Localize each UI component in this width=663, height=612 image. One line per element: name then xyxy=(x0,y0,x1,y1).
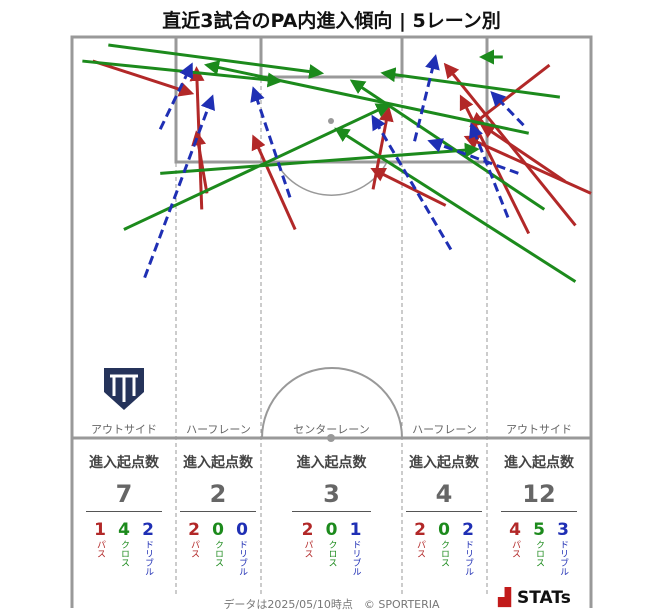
pass-label: パス xyxy=(189,540,199,558)
dribble-arrow xyxy=(158,62,193,130)
chart-title: 直近3試合のPA内進入傾向 | 5レーン別 xyxy=(162,10,501,32)
pass-label: パス xyxy=(510,540,520,558)
cross-label: クロス xyxy=(326,540,337,567)
lane-label-center: センターレーン xyxy=(293,423,370,436)
cross-count: 5 xyxy=(533,520,545,540)
dribble-arrow xyxy=(469,122,510,218)
stats-half-left: 進入起点数 2 2 パス 0 クロス 0 ドリブル xyxy=(180,452,256,576)
pass-label: パス xyxy=(302,540,313,558)
pass-label: パス xyxy=(415,540,425,558)
stat-total: 3 xyxy=(292,480,371,512)
cross-count: 0 xyxy=(212,520,224,540)
pass-count: 1 xyxy=(94,520,106,540)
penalty-arc xyxy=(275,161,388,196)
dribble-count: 1 xyxy=(349,520,362,540)
dribble-label: ドリブル xyxy=(558,540,568,576)
pass-arrow xyxy=(251,134,297,231)
brand-logo: ▟ STATs xyxy=(498,588,571,608)
center-circle xyxy=(261,367,403,439)
cross-count: 0 xyxy=(438,520,450,540)
stat-heading: 進入起点数 xyxy=(409,455,479,471)
lane-label-outside-left: アウトサイド xyxy=(91,423,157,436)
cross-arrow xyxy=(380,67,561,99)
stats-center: 進入起点数 3 2 パス 0 クロス 1 ドリブル xyxy=(292,452,371,576)
stat-heading: 進入起点数 xyxy=(504,455,574,471)
cross-label: クロス xyxy=(119,540,129,567)
cross-count: 4 xyxy=(118,520,130,540)
brand-text: STATs xyxy=(517,588,571,608)
stat-heading: 進入起点数 xyxy=(296,455,367,471)
dribble-arrow xyxy=(490,90,525,127)
stats-outside-left: 進入起点数 7 1 パス 4 クロス 2 ドリブル xyxy=(86,452,162,576)
dribble-count: 0 xyxy=(236,520,248,540)
pass-count: 4 xyxy=(509,520,521,540)
pass-count: 2 xyxy=(301,520,314,540)
cross-label: クロス xyxy=(534,540,544,567)
dribble-count: 3 xyxy=(557,520,569,540)
stats-logo-icon: ▟ xyxy=(498,588,512,608)
arrows-layer xyxy=(82,43,592,283)
pass-arrow xyxy=(92,59,195,97)
dribble-arrow xyxy=(371,114,453,251)
pass-count: 2 xyxy=(414,520,426,540)
dribble-count: 2 xyxy=(142,520,154,540)
stats-half-right: 進入起点数 4 2 パス 0 クロス 2 ドリブル xyxy=(406,452,482,576)
lane-label-outside-right: アウトサイド xyxy=(506,423,572,436)
cross-label: クロス xyxy=(213,540,223,567)
dribble-label: ドリブル xyxy=(237,540,247,576)
stats-outside-right: 進入起点数 12 4 パス 5 クロス 3 ドリブル xyxy=(501,452,577,576)
cross-arrow xyxy=(349,79,546,211)
pass-arrow xyxy=(479,123,566,183)
stat-total: 2 xyxy=(180,480,256,512)
pass-arrow xyxy=(459,94,531,235)
stat-total: 4 xyxy=(406,480,482,512)
cross-arrow xyxy=(334,127,577,283)
lane-label-half-right: ハーフレーン xyxy=(412,423,477,436)
dribble-label: ドリブル xyxy=(463,540,473,576)
penalty-spot xyxy=(328,118,334,124)
dribble-arrow xyxy=(250,86,292,198)
cross-arrow xyxy=(204,60,530,135)
pass-arrow xyxy=(370,167,447,207)
cross-arrow xyxy=(160,142,480,175)
pass-arrow xyxy=(463,135,592,195)
footer-credit: データは2025/05/10時点 © SPORTERIA xyxy=(223,598,440,611)
cross-arrow xyxy=(108,43,325,79)
center-spot xyxy=(327,434,335,442)
stat-total: 12 xyxy=(501,480,577,512)
dribble-arrow xyxy=(413,54,440,142)
pass-arrow xyxy=(191,130,209,194)
cross-count: 0 xyxy=(325,520,338,540)
dribble-count: 2 xyxy=(462,520,474,540)
lane-label-half-left: ハーフレーン xyxy=(186,423,251,436)
club-emblem-icon xyxy=(104,368,144,410)
stat-heading: 進入起点数 xyxy=(89,455,159,471)
pitch-lines xyxy=(70,35,593,608)
dribble-label: ドリブル xyxy=(350,540,361,576)
penalty-box xyxy=(174,35,489,164)
stat-total: 7 xyxy=(86,480,162,512)
pass-count: 2 xyxy=(188,520,200,540)
dribble-arrow xyxy=(143,94,215,279)
stat-heading: 進入起点数 xyxy=(183,455,253,471)
cross-label: クロス xyxy=(439,540,449,567)
dribble-label: ドリブル xyxy=(143,540,153,576)
pass-label: パス xyxy=(95,540,105,558)
dribble-arrow xyxy=(427,138,519,175)
goal-area xyxy=(259,35,404,79)
